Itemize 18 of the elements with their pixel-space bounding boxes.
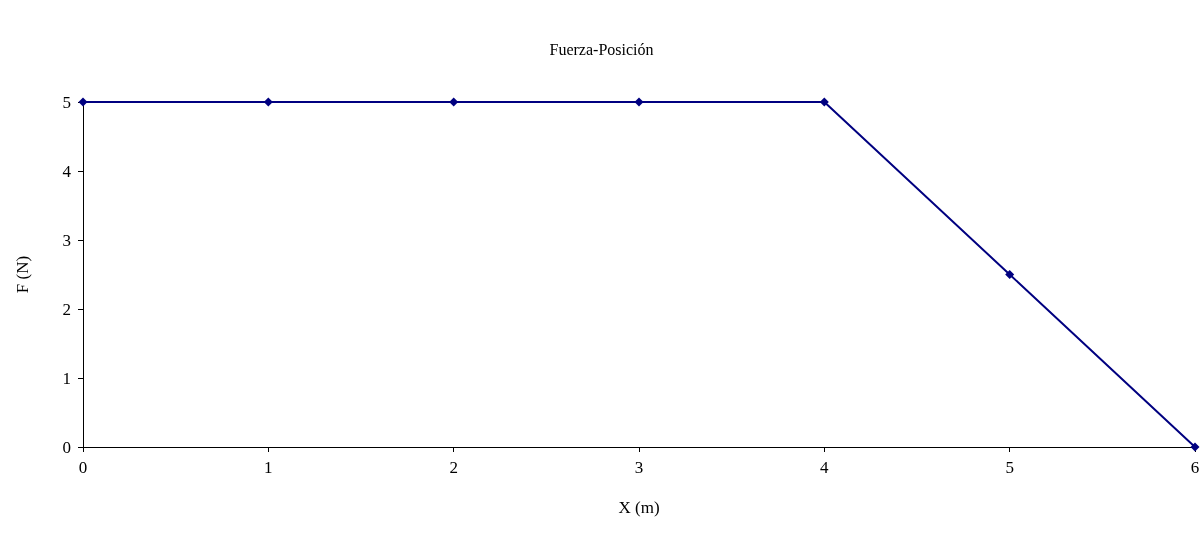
y-tick-label: 1 — [62, 368, 71, 388]
point — [1005, 270, 1015, 279]
chart-title: Fuerza-Posición — [549, 40, 654, 58]
x-axis-title: X (m) — [618, 498, 660, 517]
x-tick-label: 6 — [1190, 458, 1200, 477]
x-tick-label: 3 — [634, 458, 644, 477]
y-tick-label: 0 — [62, 437, 71, 457]
y-tick-label: 3 — [62, 230, 71, 250]
x-tick-label: 1 — [264, 458, 273, 477]
y-tick-label: 2 — [62, 299, 71, 319]
x-tick-label: 5 — [1005, 458, 1014, 477]
point — [634, 97, 644, 107]
x-tick-label: 4 — [820, 458, 830, 477]
y-tick-label: 5 — [62, 92, 71, 112]
x-tick-label: 0 — [78, 458, 88, 477]
x-tick-label: 2 — [449, 458, 458, 477]
y-axis-title: F (N) — [13, 255, 32, 294]
y-tick-label: 4 — [62, 161, 72, 181]
